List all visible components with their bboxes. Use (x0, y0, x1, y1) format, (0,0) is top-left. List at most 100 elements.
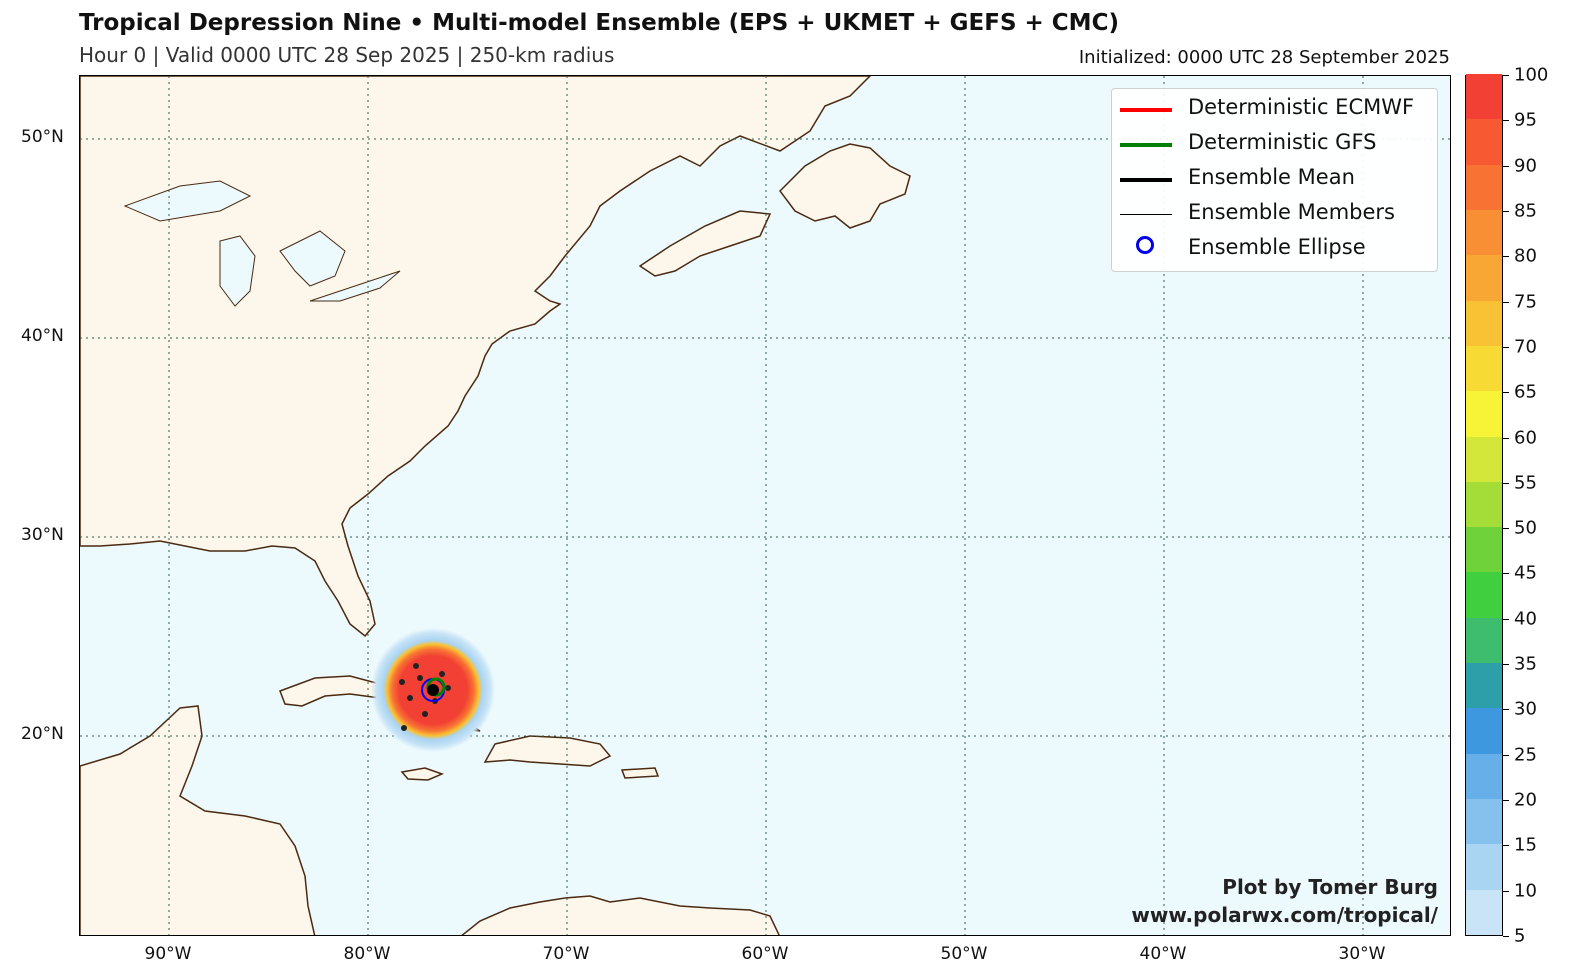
hispaniola (483, 735, 612, 767)
south-america (461, 895, 780, 935)
colorbar-segment (1466, 345, 1502, 392)
colorbar-segment (1466, 571, 1502, 618)
colorbar-tick-label: 40 (1514, 608, 1537, 630)
ensemble-mean-position (427, 684, 439, 696)
colorbar-tick-label: 50 (1514, 517, 1537, 539)
colorbar-tick (1503, 120, 1509, 122)
legend-label: Deterministic GFS (1188, 130, 1377, 154)
lon-label: 30°W (1338, 944, 1386, 964)
colorbar-segment (1466, 436, 1502, 482)
colorbar-tick-label: 30 (1514, 698, 1537, 720)
colorbar-tick (1503, 210, 1509, 212)
colorbar-tick (1503, 75, 1509, 76)
newfoundland (779, 143, 911, 229)
lat-label: 40°N (21, 326, 64, 346)
colorbar-tick-label: 20 (1514, 789, 1537, 811)
colorbar-tick (1503, 573, 1509, 575)
green-line-icon (1120, 143, 1172, 147)
colorbar-tick (1503, 346, 1509, 348)
colorbar-segment (1466, 617, 1502, 664)
colorbar (1465, 73, 1503, 936)
nova-scotia (638, 210, 772, 277)
colorbar-segment (1466, 662, 1502, 709)
black-thick-line-icon (1120, 178, 1172, 182)
colorbar-segment (1466, 254, 1502, 301)
page-subtitle: Hour 0 | Valid 0000 UTC 28 Sep 2025 | 25… (79, 43, 615, 67)
legend-item-gfs: Deterministic GFS (1112, 126, 1437, 161)
colorbar-tick (1503, 618, 1509, 620)
colorbar-tick (1503, 936, 1509, 937)
colorbar-tick (1503, 528, 1509, 530)
colorbar-segment (1466, 753, 1502, 800)
page-title: Tropical Depression Nine • Multi-model E… (79, 10, 1119, 36)
colorbar-tick-label: 85 (1514, 200, 1537, 222)
colorbar-tick-label: 60 (1514, 427, 1537, 449)
colorbar-tick-label: 65 (1514, 381, 1537, 403)
lat-label: 30°N (21, 525, 64, 545)
black-thin-line-icon (1120, 214, 1172, 215)
colorbar-tick (1503, 845, 1509, 847)
central-america (80, 705, 316, 935)
colorbar-tick-label: 10 (1514, 880, 1537, 902)
colorbar-tick (1503, 437, 1509, 439)
legend: Deterministic ECMWF Deterministic GFS En… (1111, 88, 1438, 272)
colorbar-tick (1503, 890, 1509, 892)
colorbar-tick-label: 80 (1514, 245, 1537, 267)
blue-circle-icon (1136, 236, 1154, 254)
colorbar-tick-label: 95 (1514, 109, 1537, 131)
colorbar-tick-label: 15 (1514, 834, 1537, 856)
colorbar-tick (1503, 301, 1509, 303)
colorbar-tick-label: 5 (1514, 925, 1526, 947)
legend-item-mean: Ensemble Mean (1112, 161, 1437, 196)
lat-label: 20°N (21, 724, 64, 744)
colorbar-tick-label: 70 (1514, 336, 1537, 358)
legend-label: Ensemble Mean (1188, 165, 1355, 189)
jamaica (400, 767, 445, 781)
credit-author: Plot by Tomer Burg (1222, 875, 1438, 899)
great-lakes (123, 180, 252, 222)
colorbar-tick (1503, 800, 1509, 802)
colorbar-tick (1503, 256, 1509, 258)
legend-label: Ensemble Ellipse (1188, 235, 1366, 259)
legend-item-ellipse: Ensemble Ellipse (1112, 231, 1437, 266)
legend-label: Deterministic ECMWF (1188, 95, 1415, 119)
colorbar-segment (1466, 300, 1502, 346)
colorbar-tick-label: 35 (1514, 653, 1537, 675)
colorbar-segment (1466, 481, 1502, 528)
legend-item-members: Ensemble Members (1112, 196, 1437, 231)
initialized-time: Initialized: 0000 UTC 28 September 2025 (1078, 47, 1450, 68)
colorbar-segment (1466, 209, 1502, 256)
map-canvas[interactable] (80, 76, 1451, 936)
lon-label: 40°W (1139, 944, 1187, 964)
colorbar-tick (1503, 709, 1509, 711)
legend-item-ecmwf: Deterministic ECMWF (1112, 91, 1437, 126)
colorbar-tick-label: 75 (1514, 291, 1537, 313)
colorbar-segment (1466, 798, 1502, 845)
red-line-icon (1120, 108, 1172, 112)
colorbar-tick-label: 90 (1514, 155, 1537, 177)
lon-label: 50°W (940, 944, 988, 964)
lon-label: 60°W (741, 944, 789, 964)
north-america-landmass (80, 76, 872, 638)
colorbar-tick-label: 45 (1514, 562, 1537, 584)
colorbar-segment (1466, 843, 1502, 890)
colorbar-tick-label: 55 (1514, 472, 1537, 494)
lon-label: 80°W (343, 944, 391, 964)
lon-label: 70°W (542, 944, 590, 964)
puerto-rico (620, 767, 660, 779)
colorbar-segment (1466, 889, 1502, 935)
graticule (80, 76, 1450, 935)
lon-label: 90°W (144, 944, 192, 964)
colorbar-segment (1466, 390, 1502, 437)
legend-label: Ensemble Members (1188, 200, 1395, 224)
credit-url[interactable]: www.polarwx.com/tropical/ (1131, 903, 1438, 927)
colorbar-segment (1466, 526, 1502, 573)
colorbar-tick (1503, 664, 1509, 666)
colorbar-segment (1466, 707, 1502, 754)
lat-label: 50°N (21, 127, 64, 147)
colorbar-tick (1503, 754, 1509, 756)
colorbar-segment (1466, 118, 1502, 165)
colorbar-tick (1503, 482, 1509, 484)
colorbar-tick (1503, 165, 1509, 167)
colorbar-tick (1503, 392, 1509, 394)
